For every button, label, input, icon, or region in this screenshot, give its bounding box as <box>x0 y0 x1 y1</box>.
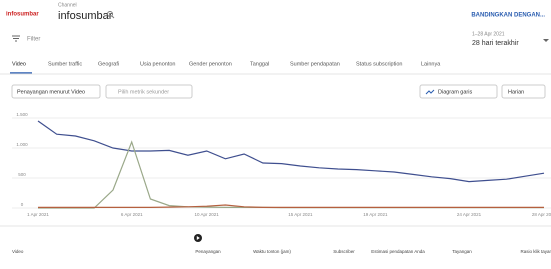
tab[interactable]: Geografi <box>98 61 119 67</box>
column-header[interactable]: Tayangan <box>452 249 472 254</box>
table-header: Video Penayangan Waktu tonton (jam) Subscri… <box>12 249 551 254</box>
series-line <box>38 142 544 208</box>
date-range[interactable]: 1–28 Apr 2021 <box>472 31 505 37</box>
tab[interactable]: Sumber traffic <box>48 61 82 67</box>
column-header[interactable]: Waktu tonton (jam) <box>253 249 291 254</box>
y-tick-label: 500 <box>18 172 26 177</box>
x-tick-label: 24 Apr 2021 <box>457 212 482 217</box>
column-header[interactable]: Rasio klik tayangan <box>520 249 551 254</box>
y-tick-label: 1.500 <box>16 112 28 117</box>
x-tick-label: 15 Apr 2021 <box>288 212 313 217</box>
line-icon <box>426 90 434 94</box>
column-header[interactable]: Estimasi pendapatan Anda <box>371 249 425 254</box>
tab[interactable]: Usia penonton <box>140 61 175 67</box>
x-tick-label: 1 Apr 2021 <box>27 212 49 217</box>
x-tick-label: 28 Apr 2021 <box>532 212 551 217</box>
column-header[interactable]: Penayangan <box>195 249 221 254</box>
dropdown-arrow[interactable] <box>543 39 549 42</box>
tab[interactable]: Gender penonton <box>189 61 232 67</box>
chart: 0 500 1.000 1.500 1 Apr 2021 6 Apr 2021 10 Apr… <box>12 112 551 217</box>
series-line <box>38 205 544 207</box>
secondary-metric[interactable]: Pilih metrik sekunder <box>118 89 169 95</box>
channel-label: Channel <box>58 2 77 8</box>
compare-button[interactable]: BANDINGKAN DENGAN... <box>471 13 545 19</box>
period[interactable]: 28 hari terakhir <box>472 40 519 47</box>
tab[interactable]: Lainnya <box>421 61 441 67</box>
column-header[interactable]: Subscriber <box>333 249 355 254</box>
y-tick-label: 1.000 <box>16 142 28 147</box>
x-tick-label: 6 Apr 2021 <box>121 212 143 217</box>
channel-name: infosumbar <box>58 10 113 22</box>
tab[interactable]: Sumber pendapatan <box>290 61 340 67</box>
column-header: Video <box>12 249 24 254</box>
x-tick-label: 19 Apr 2021 <box>363 212 388 217</box>
x-tick-label: 10 Apr 2021 <box>195 212 220 217</box>
series-line <box>38 121 544 182</box>
filter-icon[interactable] <box>12 36 20 41</box>
tab[interactable]: Status subscription <box>356 61 402 67</box>
primary-metric[interactable]: Penayangan menurut Video <box>17 89 85 95</box>
interval[interactable]: Harian <box>508 89 524 95</box>
y-tick-label: 0 <box>21 202 24 207</box>
tab[interactable]: Tanggal <box>250 61 269 67</box>
tab[interactable]: Video <box>12 61 26 67</box>
filter-label[interactable]: Filter <box>27 37 40 43</box>
chart-type[interactable]: Diagram garis <box>438 89 472 95</box>
studio-screen: infosumbar Channel infosumbar BANDINGKAN… <box>0 0 551 264</box>
tab-bar: Video Sumber traffic Geografi Usia penonton… <box>10 61 441 73</box>
play-icon <box>194 234 202 242</box>
logo: infosumbar <box>6 12 39 18</box>
